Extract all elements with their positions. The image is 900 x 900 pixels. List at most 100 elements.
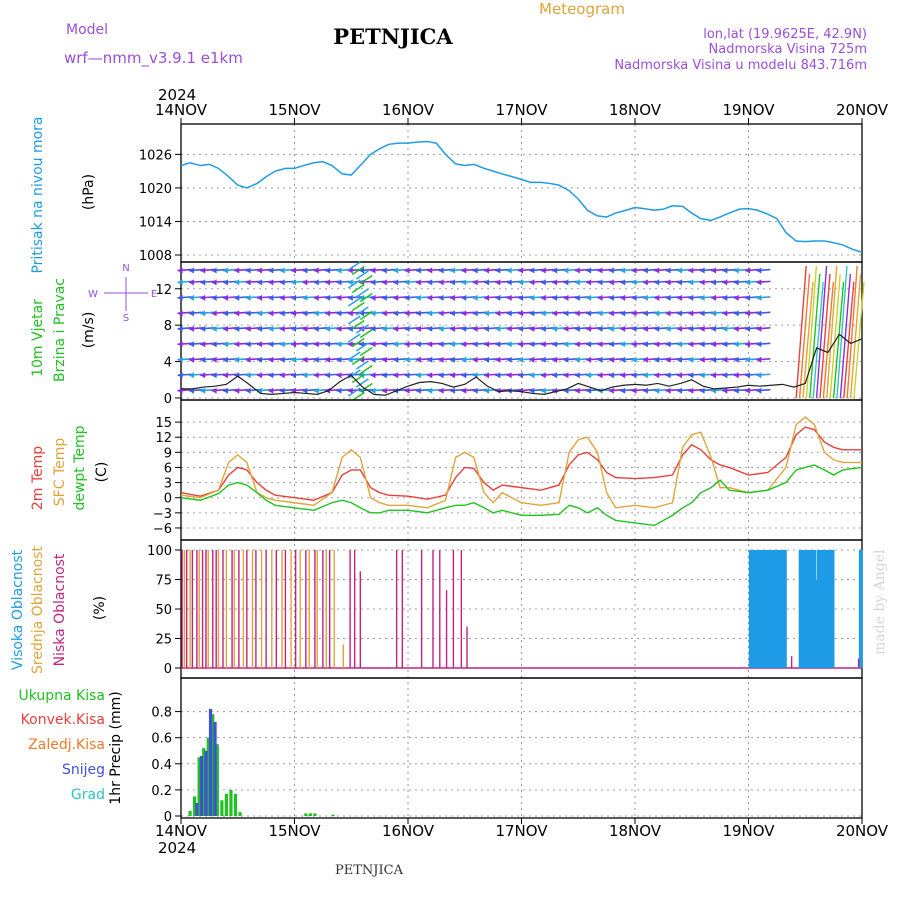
cloud-bar [800,550,805,668]
wind-arrowhead [449,372,455,379]
cloud-bar [757,550,762,668]
precip-legend-item: Ukupna Kisa [18,688,105,704]
wind-arrowhead [268,341,274,348]
wind-arrowhead [245,372,251,379]
wind-arrowhead [518,267,524,274]
wind-arrowhead [676,372,682,379]
wind-arrowhead [381,294,387,301]
x-tick-label-top: 18NOV [609,101,662,119]
wind-arrowhead [665,387,671,394]
cloud-bar [805,550,810,668]
wind-arrowhead [177,325,183,332]
cloud-bar [858,550,863,668]
cloud-bar [825,550,830,668]
cloud-bar [284,550,287,668]
wind-arrowhead [313,294,319,301]
wind-arrow-mixed [347,369,361,379]
cloud-bar [790,656,793,668]
wind-arrowhead [313,310,319,317]
wind-arrowhead [756,325,762,332]
wind-arrowhead [256,267,262,274]
wind-arrowhead [177,279,183,286]
wind-arrowhead [552,387,558,394]
cloud-bar [196,550,198,668]
wind-arrowhead [608,356,614,363]
wind-arrowhead [733,387,739,394]
wind-arrowhead [518,279,524,286]
wind-arrowhead [404,325,410,332]
wind-arrowhead [699,325,705,332]
wind-arrowhead [256,372,262,379]
wind-arrowhead [483,294,489,301]
wind-arrow-mixed [355,270,369,280]
wind-arrowhead [518,294,524,301]
wind-arrowhead [688,387,694,394]
wind-arrowhead [608,294,614,301]
y-tick-label: 75 [155,574,172,589]
wind-arrow-mixed [347,315,361,325]
panel-frame [180,677,863,819]
wind-arrowhead [200,310,206,317]
wind-arrowhead [472,294,478,301]
wind-arrowhead [188,325,194,332]
wind-arrowhead [438,325,444,332]
wind-arrowhead [495,294,501,301]
panel-frame [180,123,863,263]
temp-series-line [180,426,862,501]
wind-arrowhead [631,372,637,379]
y-tick-label: 0 [164,810,172,825]
wind-arrowhead [688,267,694,274]
wind-arrowhead [370,341,376,348]
compass-north: N [122,263,129,274]
wind-arrowhead [574,356,580,363]
wind-arrowhead [347,341,353,348]
wind-arrowhead [415,341,421,348]
precip-legend-item: Zaledj.Kisa [28,737,105,753]
wind-arrowhead [427,267,433,274]
wind-arrowhead [313,279,319,286]
wind-arrowhead [336,372,342,379]
wind-arrowhead [211,279,217,286]
wind-arrow-mixed [351,301,365,312]
wind-arrowhead [745,372,751,379]
wind-arrowhead [495,372,501,379]
wind-arrowhead [563,267,569,274]
wind-arrowhead [177,310,183,317]
wind-arrowhead [642,325,648,332]
wind-arrowhead [574,372,580,379]
wind-arrowhead [427,325,433,332]
cloud-bar [198,550,200,668]
wind-arrow-mixed [351,355,365,366]
wind-arrowhead [404,310,410,317]
wind-arrowhead [745,387,751,394]
wind-arrowhead [676,341,682,348]
wind-arrowhead [597,372,603,379]
wind-arrowhead [540,372,546,379]
wind-arrowhead [325,279,331,286]
wind-arrowhead [620,387,626,394]
y-tick-label: 25 [155,633,172,648]
wind-arrowhead [654,372,660,379]
wind-unit-label: (m/s) [81,312,97,349]
wind-arrowhead [449,387,455,394]
wind-arrowhead [200,294,206,301]
wind-arrow-mixed [347,279,361,289]
cloud-bar [810,550,815,668]
wind-arrowhead [370,372,376,379]
wind-arrowhead [688,341,694,348]
wind-arrowhead [620,279,626,286]
cloud-bar [466,626,468,668]
precip-bar [202,748,206,816]
wind-arrowhead [415,279,421,286]
precip-bar [197,757,201,816]
wind-arrowhead [427,356,433,363]
wind-arrowhead [291,372,297,379]
wind-arrowhead [552,372,558,379]
wind-arrowhead [710,341,716,348]
wind-arrow-mixed [351,337,365,348]
wind-arrowhead [302,325,308,332]
cloud-bar [222,550,224,668]
wind-arrowhead [540,279,546,286]
precip-unit-label: 1hr Precip (mm) [108,691,124,804]
cloud-bar [776,550,781,668]
